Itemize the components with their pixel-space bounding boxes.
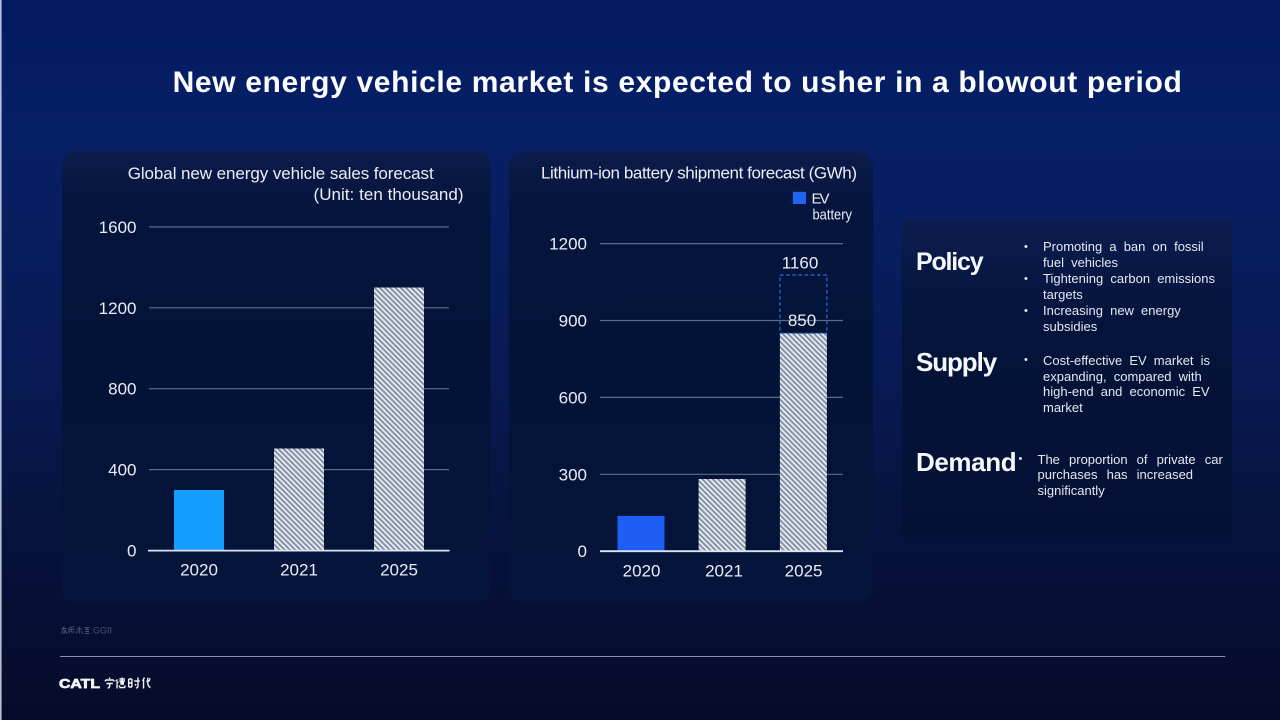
svg-text:2025: 2025	[785, 562, 823, 581]
svg-text:EV: EV	[812, 190, 830, 207]
svg-text:Lithium-ion battery shipment f: Lithium-ion battery shipment forecast (G…	[541, 164, 857, 183]
svg-text::GGII: :GGII	[91, 626, 113, 636]
svg-text:Global new energy vehicle sale: Global new energy vehicle sales forecast	[128, 164, 434, 183]
svg-text:600: 600	[559, 388, 587, 407]
svg-text:2021: 2021	[280, 561, 318, 580]
svg-text:900: 900	[559, 312, 587, 331]
svg-text:2020: 2020	[180, 561, 218, 580]
svg-text:800: 800	[108, 380, 136, 399]
svg-text:2025: 2025	[380, 561, 418, 580]
svg-text:(Unit: ten thousand): (Unit: ten thousand)	[314, 185, 464, 204]
svg-text:CATL: CATL	[59, 676, 100, 691]
svg-text:2021: 2021	[705, 562, 743, 581]
svg-text:850: 850	[788, 311, 816, 330]
svg-text:battery: battery	[813, 206, 853, 223]
svg-text:400: 400	[108, 461, 136, 480]
svg-text:2020: 2020	[623, 562, 661, 581]
svg-text:1200: 1200	[99, 299, 137, 318]
svg-text:1600: 1600	[99, 218, 137, 237]
svg-text:0: 0	[578, 542, 587, 561]
svg-text:1200: 1200	[549, 235, 587, 254]
svg-text:1160: 1160	[782, 253, 819, 272]
svg-text:300: 300	[559, 465, 587, 484]
svg-text:0: 0	[127, 542, 136, 561]
